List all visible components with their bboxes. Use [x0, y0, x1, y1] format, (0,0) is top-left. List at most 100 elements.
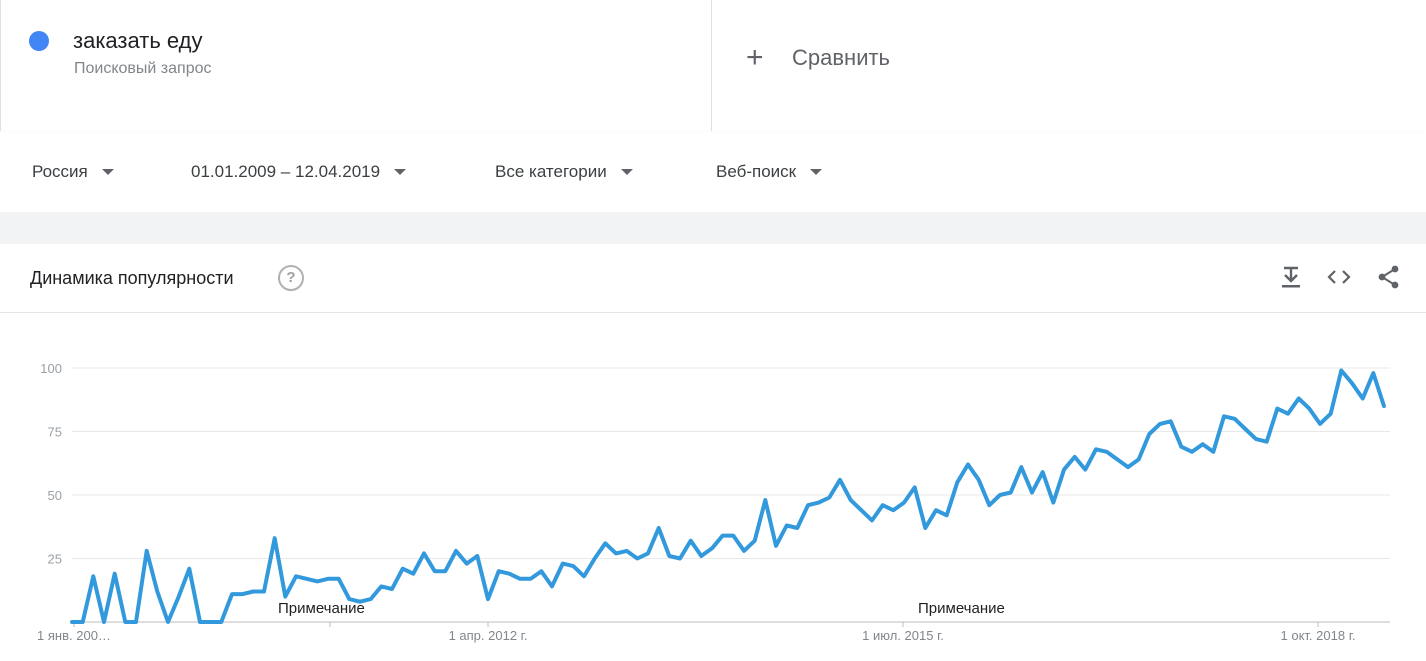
period-filter-label: 01.01.2009 – 12.04.2019 [191, 162, 381, 181]
data-point [690, 540, 692, 542]
data-point [1170, 420, 1172, 422]
embed-icon[interactable] [1326, 264, 1352, 290]
data-point [999, 494, 1001, 496]
data-point [946, 514, 948, 516]
data-point [487, 598, 489, 600]
help-icon[interactable]: ? [278, 265, 304, 291]
data-point [850, 499, 852, 501]
data-point [1330, 413, 1332, 415]
data-point [572, 565, 574, 567]
data-point [796, 527, 798, 529]
data-point [615, 552, 617, 554]
card-title: Динамика популярности [30, 268, 234, 288]
data-point [391, 588, 393, 590]
data-point [988, 504, 990, 506]
data-point [1372, 372, 1374, 374]
data-point [338, 578, 340, 580]
data-point [594, 558, 596, 559]
data-point [1362, 398, 1364, 399]
chart-note[interactable]: Примечание [918, 600, 1005, 617]
series-line [70, 368, 1386, 624]
search-type-filter-label: Веб-поиск [716, 162, 797, 181]
data-point [124, 621, 126, 623]
data-point [764, 499, 766, 501]
data-point [1138, 458, 1140, 460]
data-point [754, 540, 756, 542]
data-point [658, 527, 660, 529]
download-icon[interactable] [1278, 264, 1304, 290]
data-point [220, 621, 222, 623]
search-type-filter[interactable]: Веб-поиск [716, 160, 823, 184]
data-point [284, 596, 286, 598]
period-filter[interactable]: 01.01.2009 – 12.04.2019 [191, 160, 407, 184]
data-point [818, 502, 820, 504]
data-point [871, 519, 873, 521]
filters-bar: Россия 01.01.2009 – 12.04.2019 Все катег… [0, 132, 1426, 212]
chevron-down-icon [101, 169, 114, 175]
data-point [775, 545, 777, 547]
data-point [210, 621, 212, 623]
x-tick-label: 1 апр. 2012 г. [449, 628, 528, 643]
x-tick-label: 1 июл. 2015 г. [862, 628, 944, 643]
data-point [306, 578, 308, 580]
y-tick-label: 50 [48, 488, 62, 503]
region-filter[interactable]: Россия [32, 160, 114, 184]
term-name[interactable]: заказать еду [73, 28, 203, 53]
term-card[interactable]: заказать еду Поисковый запрос [0, 0, 712, 131]
data-point [455, 550, 457, 552]
data-point [263, 591, 265, 592]
data-point [1095, 448, 1097, 450]
data-point [1212, 451, 1214, 453]
data-point [1223, 415, 1225, 417]
data-point [423, 552, 425, 554]
data-point [882, 504, 884, 506]
data-point [903, 502, 905, 504]
data-point [114, 573, 116, 575]
chevron-down-icon [394, 169, 407, 175]
data-point [583, 575, 585, 577]
data-point [1127, 466, 1129, 468]
section-gap [0, 212, 1426, 244]
chevron-down-icon [810, 169, 823, 175]
data-point [1180, 446, 1182, 448]
data-point [135, 621, 137, 623]
data-point [1116, 458, 1118, 460]
data-point [359, 601, 361, 603]
data-point [1074, 456, 1076, 458]
category-filter[interactable]: Все категории [495, 160, 633, 184]
data-point [188, 568, 190, 570]
chart-note[interactable]: Примечание [278, 600, 365, 617]
data-point [295, 575, 297, 577]
data-point [828, 497, 830, 498]
y-tick-label: 25 [48, 552, 62, 567]
data-point [1010, 492, 1012, 493]
line-chart: 25 50 75 100 1 янв. 200… 1 апр. 2012 г. 1 июл.… [37, 361, 1390, 643]
data-point [71, 621, 73, 623]
data-point [786, 525, 788, 526]
data-point [1266, 441, 1268, 443]
x-tick-label: 1 янв. 200… [37, 628, 111, 643]
data-point [636, 558, 638, 559]
data-point [316, 580, 318, 582]
data-point [1052, 502, 1054, 504]
data-point [327, 578, 329, 580]
data-point [1276, 408, 1278, 410]
data-point [743, 550, 745, 552]
data-point [380, 585, 382, 587]
share-icon[interactable] [1376, 264, 1402, 290]
data-point [978, 479, 980, 481]
data-point [914, 486, 916, 488]
data-point [476, 555, 478, 557]
data-point [348, 598, 350, 600]
data-point [679, 558, 681, 559]
data-point [1159, 423, 1161, 425]
data-point [1191, 451, 1193, 453]
data-point [1148, 433, 1150, 435]
data-point [540, 570, 542, 572]
compare-button[interactable]: + Сравнить [746, 40, 890, 76]
data-point [434, 570, 436, 572]
term-type: Поисковый запрос [74, 60, 212, 77]
data-point [146, 550, 148, 552]
data-point [732, 535, 734, 537]
data-point [444, 570, 446, 572]
